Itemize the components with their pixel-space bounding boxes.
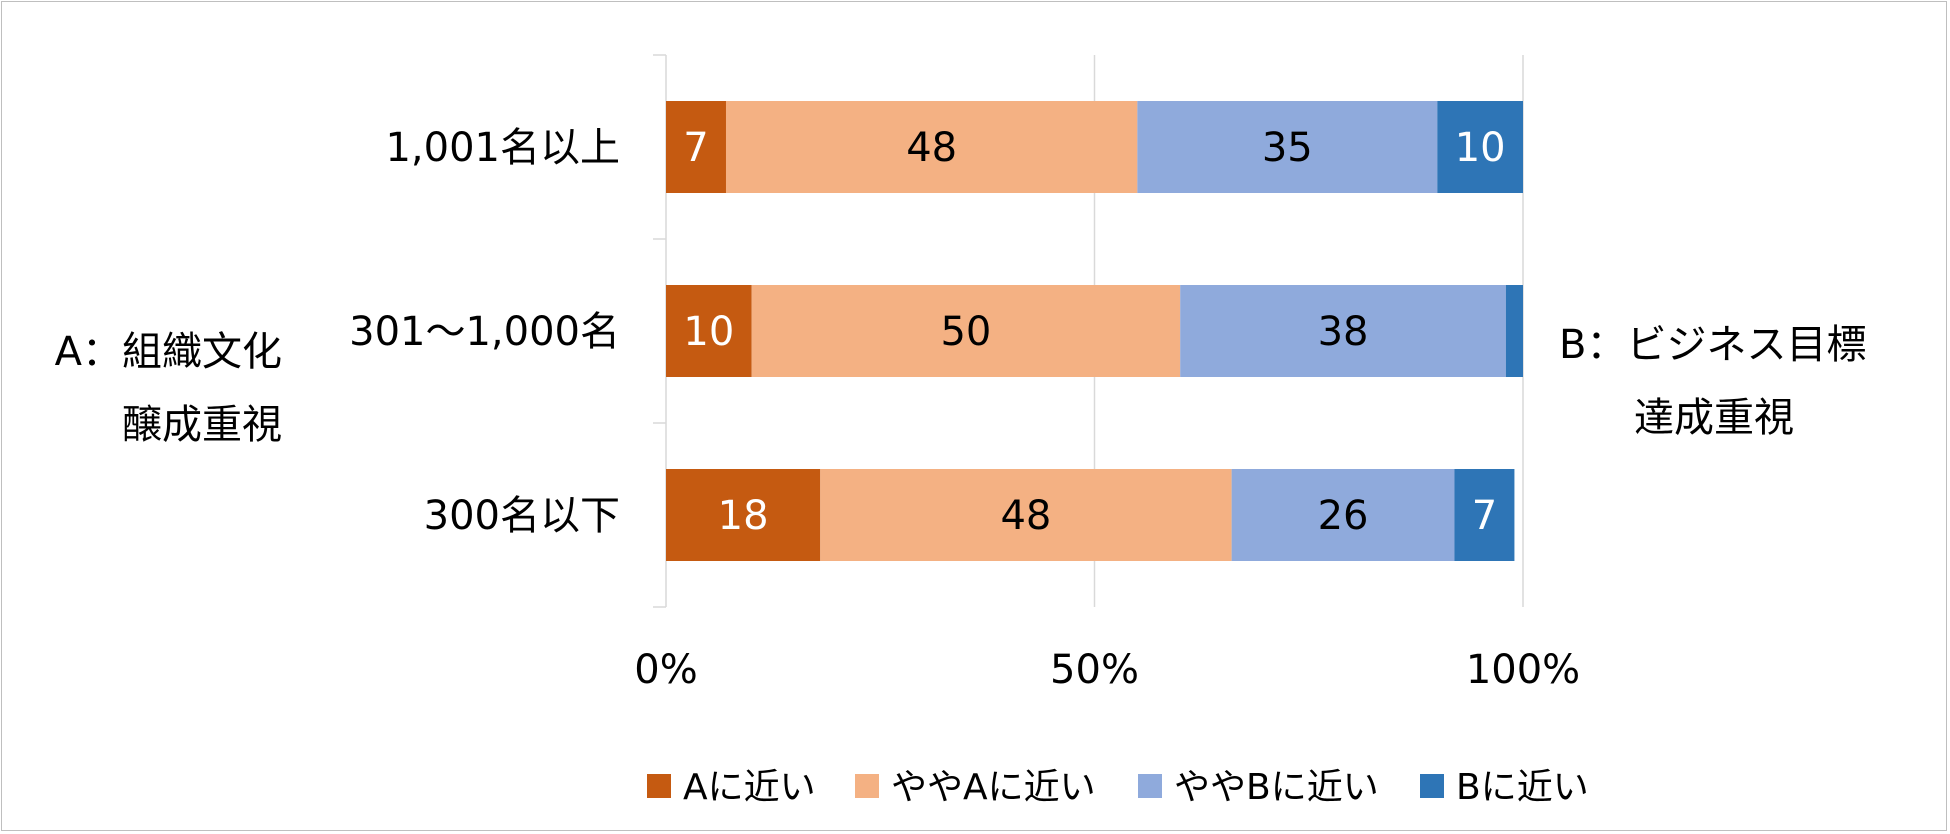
- x-tick-label: 50%: [1050, 647, 1139, 693]
- x-tick-label: 0%: [634, 647, 697, 693]
- category-label: 1,001名以上: [385, 125, 620, 171]
- category-labels: 1,001名以上 301～1,000名 300名以下: [349, 125, 620, 539]
- bar-segment: [1437, 101, 1523, 193]
- data-label: 35: [1262, 125, 1313, 171]
- data-label: 7: [1472, 493, 1497, 539]
- legend-swatch: [647, 774, 671, 798]
- data-label: 48: [906, 125, 957, 171]
- legend-label: Aに近い: [683, 767, 816, 808]
- legend-label: Bに近い: [1456, 767, 1589, 808]
- category-label: 300名以下: [424, 493, 620, 539]
- bar-segment: [666, 101, 726, 193]
- right-side-label-line2: 達成重視: [1634, 395, 1794, 441]
- legend-swatch: [1138, 774, 1162, 798]
- left-side-label-line1: A：組織文化: [55, 329, 282, 375]
- data-label: 7: [683, 125, 708, 171]
- bar-segment: [1137, 101, 1438, 193]
- x-tick-labels: 0% 50% 100%: [634, 647, 1580, 693]
- bar-segments: 7 48 35 10 10 50 38 18 48 26 7: [666, 101, 1523, 561]
- bar-segment: [725, 101, 1138, 193]
- data-label: 48: [1000, 493, 1051, 539]
- data-label: 10: [683, 309, 734, 355]
- bar-segment: [1505, 285, 1523, 377]
- left-side-label-line2: 醸成重視: [122, 402, 282, 448]
- category-label: 301～1,000名: [349, 309, 620, 355]
- data-label: 38: [1318, 309, 1369, 355]
- data-label: 26: [1318, 493, 1369, 539]
- bar-segment: [1180, 285, 1506, 377]
- bar-segment: [751, 285, 1181, 377]
- bar-segment: [666, 469, 821, 561]
- bar-segment: [1454, 469, 1515, 561]
- x-tick-label: 100%: [1466, 647, 1580, 693]
- data-label: 50: [940, 309, 991, 355]
- legend-label: ややBに近い: [1174, 767, 1379, 808]
- right-side-label-line1: B：ビジネス目標: [1559, 322, 1866, 368]
- data-label: 10: [1455, 125, 1506, 171]
- legend: Aに近い ややAに近い ややBに近い Bに近い: [647, 767, 1589, 808]
- legend-swatch: [1420, 774, 1444, 798]
- legend-swatch: [855, 774, 879, 798]
- bar-segment: [1231, 469, 1455, 561]
- bar-segment: [820, 469, 1232, 561]
- legend-label: ややAに近い: [891, 767, 1096, 808]
- data-label: 18: [718, 493, 769, 539]
- bar-segment: [666, 285, 752, 377]
